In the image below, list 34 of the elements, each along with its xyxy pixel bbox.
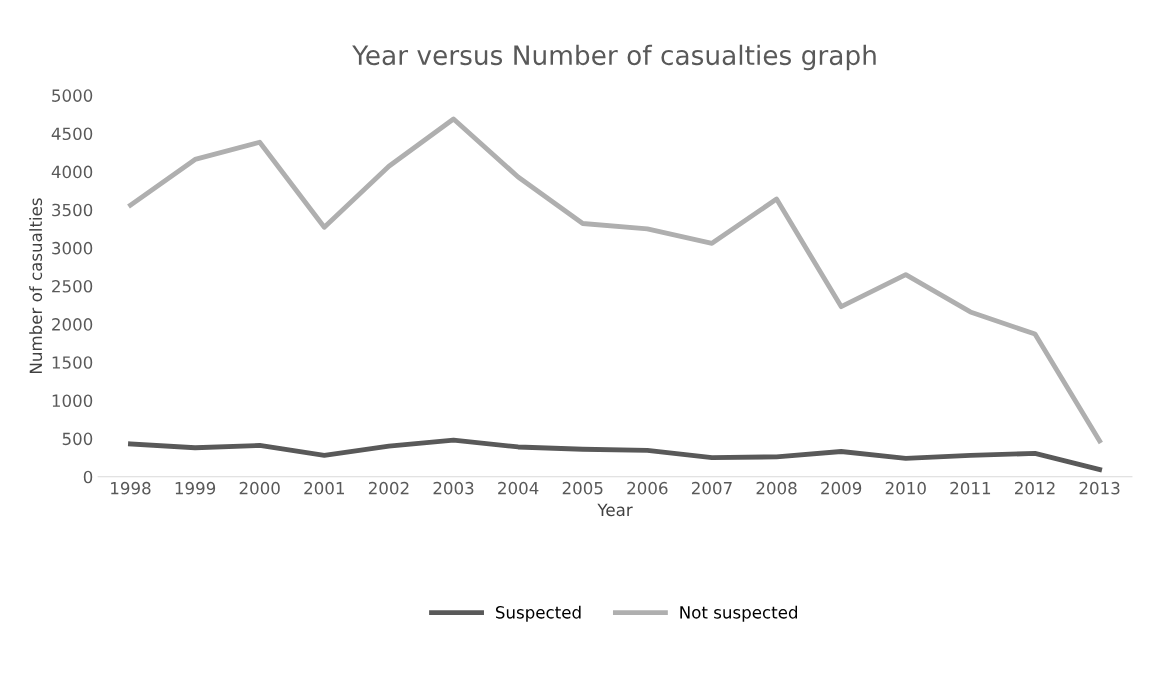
y-tick-label: 5000 xyxy=(52,89,93,102)
legend-label: Suspected xyxy=(495,605,581,622)
x-tick-label: 2010 xyxy=(885,481,926,495)
x-tick-label: 2005 xyxy=(562,481,603,495)
legend-label: Not suspected xyxy=(680,605,798,622)
x-tick-label: 2012 xyxy=(1015,481,1055,495)
x-axis-title: Year xyxy=(597,503,633,517)
y-tick-label: 2500 xyxy=(52,279,93,293)
x-tick-label: 2007 xyxy=(691,481,732,495)
y-axis-title: Number of casualties xyxy=(29,198,43,373)
x-tick-label: 2008 xyxy=(756,481,797,495)
x-tick-label: 1998 xyxy=(111,481,151,495)
y-tick-label: 500 xyxy=(62,432,93,446)
x-tick-label: 2009 xyxy=(821,481,862,495)
chart-title: Year versus Number of casualties graph xyxy=(352,44,876,71)
x-tick-label: 2002 xyxy=(368,481,409,495)
x-tick-label: 2013 xyxy=(1079,481,1120,495)
x-tick-label: 1999 xyxy=(175,481,216,495)
y-tick-label: 2000 xyxy=(52,318,93,331)
y-tick-label: 4500 xyxy=(51,127,93,141)
y-tick-label: 1000 xyxy=(52,394,93,407)
y-tick-label: 0 xyxy=(83,470,93,484)
x-tick-label: 2004 xyxy=(498,481,539,495)
line-series xyxy=(128,437,1103,472)
x-tick-label: 2003 xyxy=(433,481,474,495)
y-tick-label: 3000 xyxy=(52,241,93,255)
x-tick-label: 2006 xyxy=(627,481,668,495)
x-tick-label: 2000 xyxy=(239,481,280,495)
y-tick-label: 3500 xyxy=(52,203,93,217)
x-tick-label: 2001 xyxy=(304,481,344,495)
line-series xyxy=(128,116,1103,444)
x-tick-label: 2011 xyxy=(950,481,991,495)
y-tick-label: 4000 xyxy=(51,165,93,179)
y-tick-label: 1500 xyxy=(52,356,93,369)
